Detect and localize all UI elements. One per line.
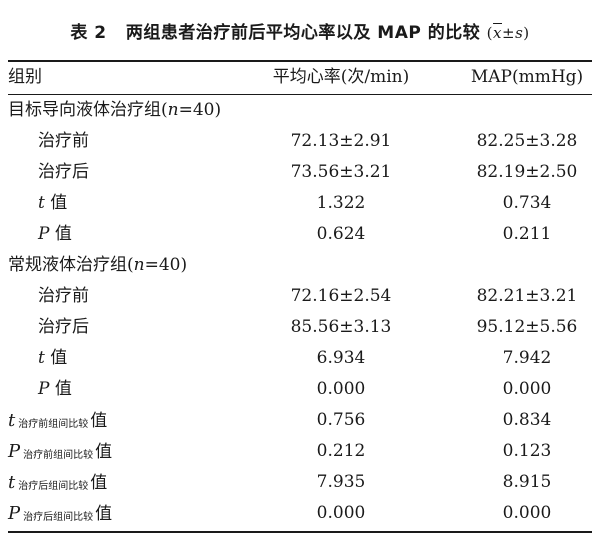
heart-rate-value: 85.56±3.13	[290, 317, 392, 337]
row-label: P 治疗后组间比较值	[8, 503, 113, 524]
heart-rate-value: 0.000	[316, 379, 366, 399]
map-value: 7.942	[502, 348, 552, 368]
header-group: 组别	[8, 67, 42, 87]
row-label: P 治疗前组间比较值	[8, 441, 113, 462]
row-label: 治疗后	[38, 162, 89, 182]
map-value: 0.834	[502, 410, 552, 430]
table-row: 治疗后 85.56±3.13 95.12±5.56	[8, 312, 592, 343]
table-number: 表 2	[70, 23, 107, 43]
map-value: 0.734	[502, 193, 552, 213]
map-value: 0.000	[502, 379, 552, 399]
table-row: P 值 0.000 0.000	[8, 374, 592, 405]
table-title: 两组患者治疗前后平均心率以及 MAP 的比较	[125, 23, 481, 43]
row-label: t 治疗后组间比较值	[8, 472, 108, 493]
map-value: 82.19±2.50	[476, 162, 578, 182]
row-label: 治疗前	[38, 131, 89, 151]
row-label: 治疗前	[38, 286, 89, 306]
row-label: 治疗后	[38, 317, 89, 337]
header-map: MAP(mmHg)	[470, 67, 584, 87]
map-value: 0.123	[502, 441, 552, 461]
row-label: t 值	[38, 193, 68, 213]
row-label: P 值	[38, 379, 72, 399]
map-value: 95.12±5.56	[476, 317, 578, 337]
table-row: P 治疗后组间比较值 0.000 0.000	[8, 498, 592, 529]
map-value: 8.915	[502, 472, 552, 492]
stat-notation: (x±s)	[486, 24, 530, 42]
group-row-target: 目标导向液体治疗组(n=40)	[8, 95, 592, 126]
group-row-conventional: 常规液体治疗组(n=40)	[8, 250, 592, 281]
table-header-row: 组别 平均心率(次/min) MAP(mmHg)	[8, 62, 592, 93]
bottom-rule	[8, 531, 592, 533]
header-heart-rate: 平均心率(次/min)	[272, 67, 410, 87]
heart-rate-value: 0.212	[316, 441, 366, 461]
table-row: t 治疗后组间比较值 7.935 8.915	[8, 467, 592, 498]
table-row: t 治疗前组间比较值 0.756 0.834	[8, 405, 592, 436]
table-caption: 表 2 两组患者治疗前后平均心率以及 MAP 的比较 (x±s)	[0, 18, 600, 43]
map-value: 82.21±3.21	[476, 286, 578, 306]
heart-rate-value: 0.000	[316, 503, 366, 523]
row-label: t 值	[38, 348, 68, 368]
table-row: 治疗前 72.13±2.91 82.25±3.28	[8, 126, 592, 157]
row-label: P 值	[38, 224, 72, 244]
heart-rate-value: 72.16±2.54	[290, 286, 392, 306]
heart-rate-value: 6.934	[316, 348, 366, 368]
table-row: P 治疗前组间比较值 0.212 0.123	[8, 436, 592, 467]
heart-rate-value: 0.756	[316, 410, 366, 430]
table-row: t 值 6.934 7.942	[8, 343, 592, 374]
map-value: 0.000	[502, 503, 552, 523]
header-rule	[8, 94, 592, 95]
row-label: t 治疗前组间比较值	[8, 410, 108, 431]
heart-rate-value: 7.935	[316, 472, 366, 492]
map-value: 82.25±3.28	[476, 131, 578, 151]
heart-rate-value: 0.624	[316, 224, 366, 244]
heart-rate-value: 73.56±3.21	[290, 162, 392, 182]
group-label: 目标导向液体治疗组(n=40)	[8, 100, 222, 120]
map-value: 0.211	[502, 224, 552, 244]
group-label: 常规液体治疗组(n=40)	[8, 255, 188, 275]
top-rule	[8, 60, 592, 62]
table-row: 治疗后 73.56±3.21 82.19±2.50	[8, 157, 592, 188]
heart-rate-value: 72.13±2.91	[290, 131, 392, 151]
table-row: 治疗前 72.16±2.54 82.21±3.21	[8, 281, 592, 312]
table-row: t 值 1.322 0.734	[8, 188, 592, 219]
heart-rate-value: 1.322	[316, 193, 366, 213]
table-row: P 值 0.624 0.211	[8, 219, 592, 250]
